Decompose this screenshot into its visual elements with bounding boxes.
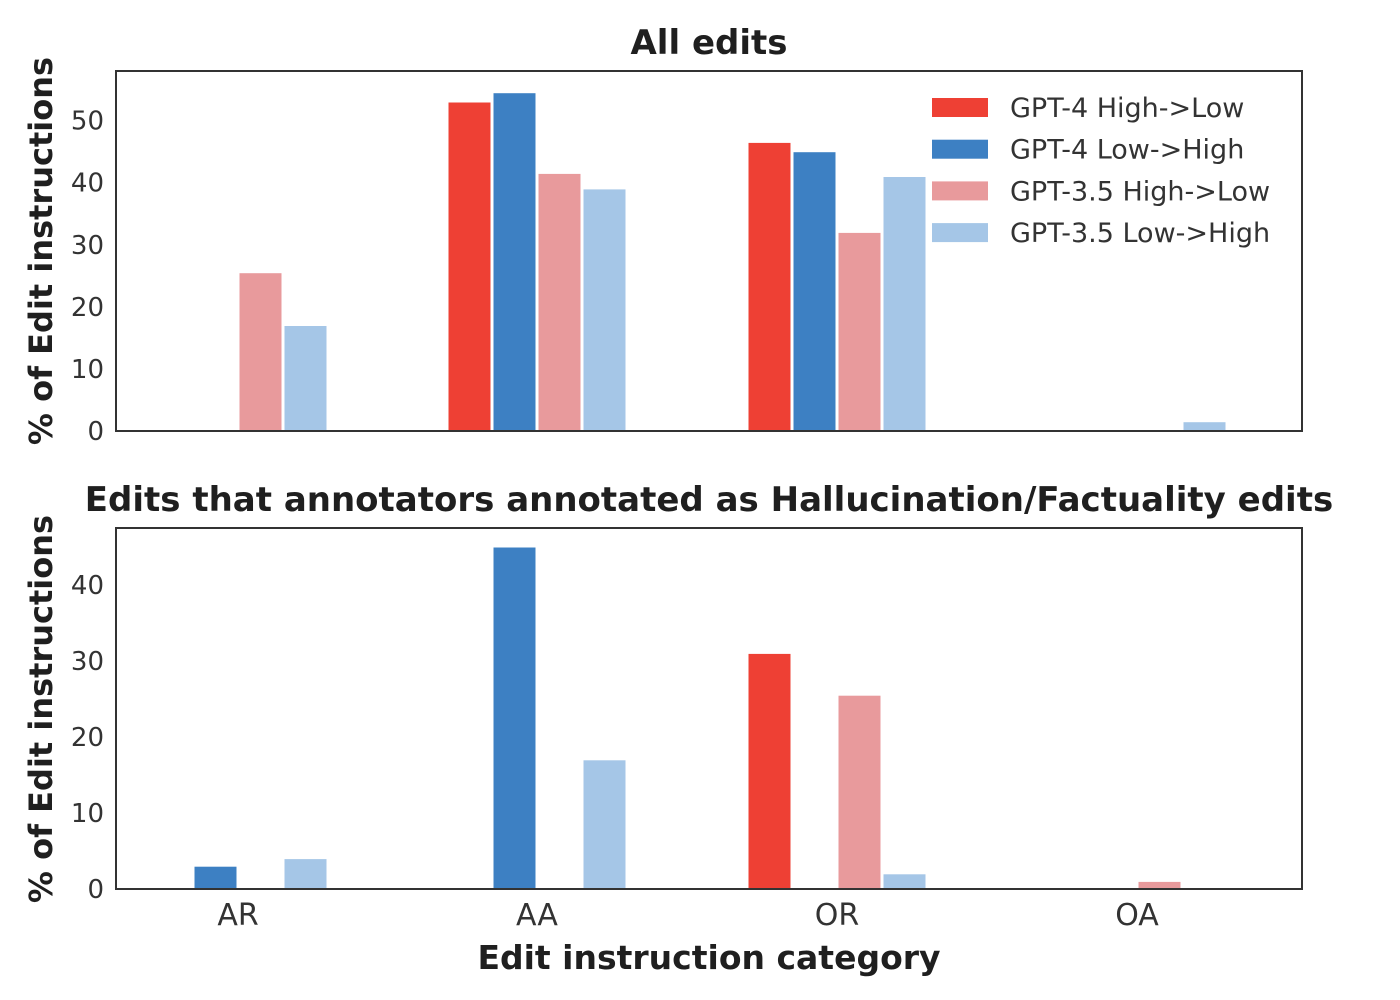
y-tick-label: 30 — [71, 231, 104, 261]
y-ticks: 0 10 20 30 40 — [71, 571, 104, 905]
bar-or-series-1 — [747, 141, 792, 432]
bars-group — [193, 546, 1182, 890]
legend-label: GPT-3.5 Low->High — [1010, 218, 1270, 249]
bar-or-series-1 — [747, 652, 792, 890]
chart-title: All edits — [630, 23, 787, 63]
bar-ar-series-2 — [193, 865, 238, 890]
chart-all-edits: All edits % of Edit instructions 0 10 20 30… — [22, 23, 1303, 447]
bars-group — [238, 92, 1227, 432]
y-tick-label: 0 — [87, 875, 104, 905]
bar-ar-series-3 — [238, 272, 283, 432]
y-ticks: 0 10 20 30 40 50 — [71, 107, 104, 447]
x-tick-label: OA — [1115, 898, 1159, 933]
legend-swatch — [932, 139, 988, 159]
x-tick-label: AA — [516, 898, 558, 933]
y-axis-label: % of Edit instructions — [22, 57, 60, 445]
bar-ar-series-4 — [283, 858, 328, 890]
legend-swatch — [932, 181, 988, 201]
y-axis-label: % of Edit instructions — [22, 515, 60, 903]
bar-oa-series-3 — [1137, 880, 1182, 890]
bar-or-series-2 — [792, 151, 837, 432]
bar-ar-series-4 — [283, 325, 328, 432]
x-axis-label: Edit instruction category — [477, 938, 940, 977]
legend: GPT-4 High->Low GPT-4 Low->High GPT-3.5 Hi… — [932, 93, 1270, 249]
x-ticks: AR AA OR OA — [217, 898, 1159, 933]
y-tick-label: 30 — [71, 647, 104, 677]
bar-aa-series-2 — [492, 546, 537, 890]
x-tick-label: OR — [815, 898, 859, 933]
legend-label: GPT-4 Low->High — [1010, 135, 1244, 166]
bar-or-series-3 — [837, 694, 882, 890]
y-tick-label: 40 — [71, 169, 104, 199]
y-tick-label: 50 — [71, 107, 104, 137]
bar-aa-series-4 — [582, 188, 627, 432]
y-tick-label: 10 — [71, 799, 104, 829]
y-tick-label: 0 — [87, 417, 104, 447]
bar-or-series-4 — [882, 176, 927, 432]
bar-or-series-3 — [837, 231, 882, 432]
y-tick-label: 40 — [71, 571, 104, 601]
bar-aa-series-4 — [582, 759, 627, 890]
y-tick-label: 20 — [71, 293, 104, 323]
legend-swatch — [932, 223, 988, 243]
legend-label: GPT-3.5 High->Low — [1010, 176, 1270, 207]
legend-label: GPT-4 High->Low — [1010, 93, 1244, 124]
bar-aa-series-2 — [492, 92, 537, 432]
chart-hallucination-edits: Edits that annotators annotated as Hallu… — [22, 480, 1333, 977]
legend-swatch — [932, 98, 988, 117]
bar-or-series-4 — [882, 873, 927, 890]
chart-title: Edits that annotators annotated as Hallu… — [85, 480, 1333, 520]
bar-aa-series-3 — [537, 172, 582, 432]
x-tick-label: AR — [217, 898, 258, 933]
y-tick-label: 20 — [71, 723, 104, 753]
plot-frame — [115, 527, 1303, 890]
bar-aa-series-1 — [447, 101, 492, 432]
bar-oa-series-4 — [1182, 421, 1227, 432]
y-tick-label: 10 — [71, 355, 104, 385]
plot-frame — [115, 70, 1303, 432]
